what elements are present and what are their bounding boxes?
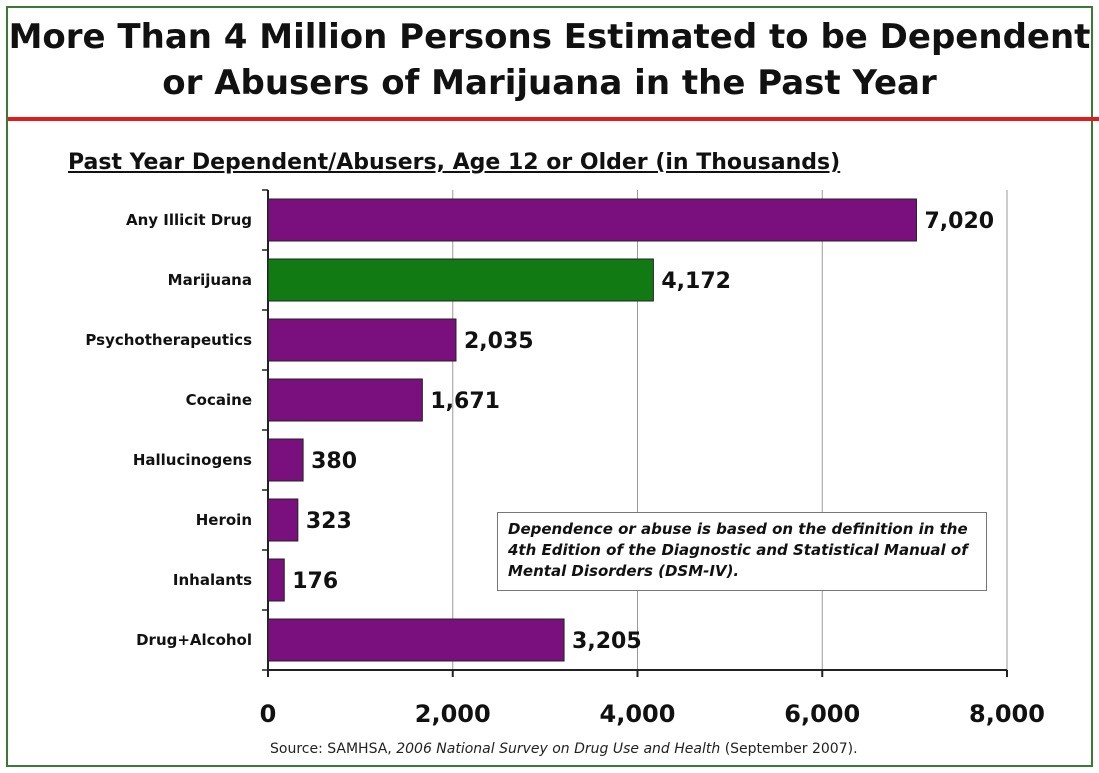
- x-tick-label: 4,000: [600, 700, 676, 728]
- data-label: 4,172: [661, 269, 731, 294]
- data-label: 1,671: [430, 389, 500, 414]
- source-survey-name: 2006 National Survey on Drug Use and Hea…: [396, 741, 721, 757]
- chart-title: Past Year Dependent/Abusers, Age 12 or O…: [68, 150, 841, 175]
- category-label: Psychotherapeutics: [85, 331, 252, 349]
- source-prefix: Source: SAMHSA,: [270, 741, 397, 757]
- data-label: 323: [306, 509, 352, 534]
- category-label: Cocaine: [186, 391, 252, 409]
- bar: [267, 618, 565, 662]
- title-line-2: or Abusers of Marijuana in the Past Year: [162, 63, 937, 103]
- x-tick-label: 6,000: [784, 700, 860, 728]
- source-suffix: (September 2007).: [720, 741, 858, 757]
- x-tick-label: 0: [260, 700, 277, 728]
- page-frame: [6, 6, 1093, 767]
- x-tick-label: 8,000: [969, 700, 1045, 728]
- data-label: 380: [311, 449, 357, 474]
- category-label: Hallucinogens: [133, 451, 252, 469]
- bar: [267, 258, 654, 302]
- data-label: 176: [292, 569, 338, 594]
- data-label: 3,205: [572, 629, 642, 654]
- title-divider: [8, 117, 1099, 121]
- x-tick-label: 2,000: [415, 700, 491, 728]
- bar: [267, 438, 304, 482]
- title-line-1: More Than 4 Million Persons Estimated to…: [8, 17, 1091, 57]
- category-label: Marijuana: [168, 271, 252, 289]
- category-label: Drug+Alcohol: [136, 631, 252, 649]
- definition-note: Dependence or abuse is based on the defi…: [497, 512, 987, 591]
- bar: [267, 558, 285, 602]
- bar: [267, 198, 917, 242]
- bar: [267, 318, 457, 362]
- bar: [267, 378, 423, 422]
- category-label: Heroin: [196, 511, 252, 529]
- page-title: More Than 4 Million Persons Estimated to…: [0, 14, 1099, 106]
- category-label: Any Illicit Drug: [126, 211, 252, 229]
- source-citation: Source: SAMHSA, 2006 National Survey on …: [0, 741, 1099, 757]
- category-label: Inhalants: [173, 571, 252, 589]
- data-label: 2,035: [464, 329, 534, 354]
- data-label: 7,020: [924, 209, 994, 234]
- bar: [267, 498, 299, 542]
